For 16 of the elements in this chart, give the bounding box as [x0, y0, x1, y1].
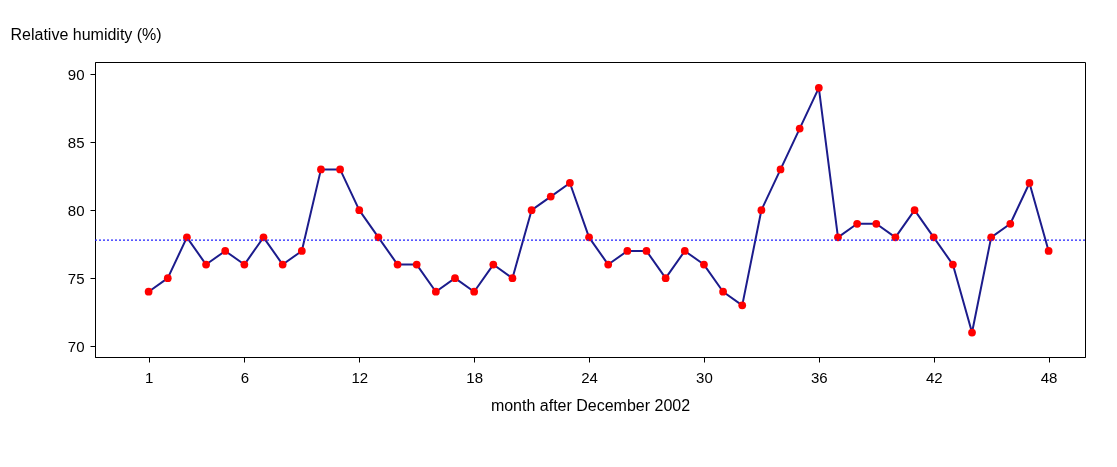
y-tick-label: 85: [67, 133, 85, 151]
y-tick-label: 70: [67, 337, 85, 355]
x-tick-label: 48: [1040, 368, 1058, 386]
x-tick-label: 42: [925, 368, 943, 386]
x-tick-label: 18: [466, 368, 483, 386]
x-tick-label: 1: [144, 368, 154, 386]
x-axis-title: month after December 2002: [490, 396, 691, 414]
x-tick-label: 6: [240, 368, 250, 386]
y-axis-title: Relative humidity (%): [10, 25, 162, 43]
x-tick-label: 12: [351, 368, 369, 386]
y-tick-label: 75: [67, 269, 85, 287]
y-tick-label: 80: [67, 201, 85, 219]
x-tick-label: 24: [581, 368, 598, 386]
y-tick-label: 90: [67, 65, 85, 83]
x-tick-label: 30: [696, 368, 713, 386]
x-tick-label: 36: [810, 368, 828, 386]
